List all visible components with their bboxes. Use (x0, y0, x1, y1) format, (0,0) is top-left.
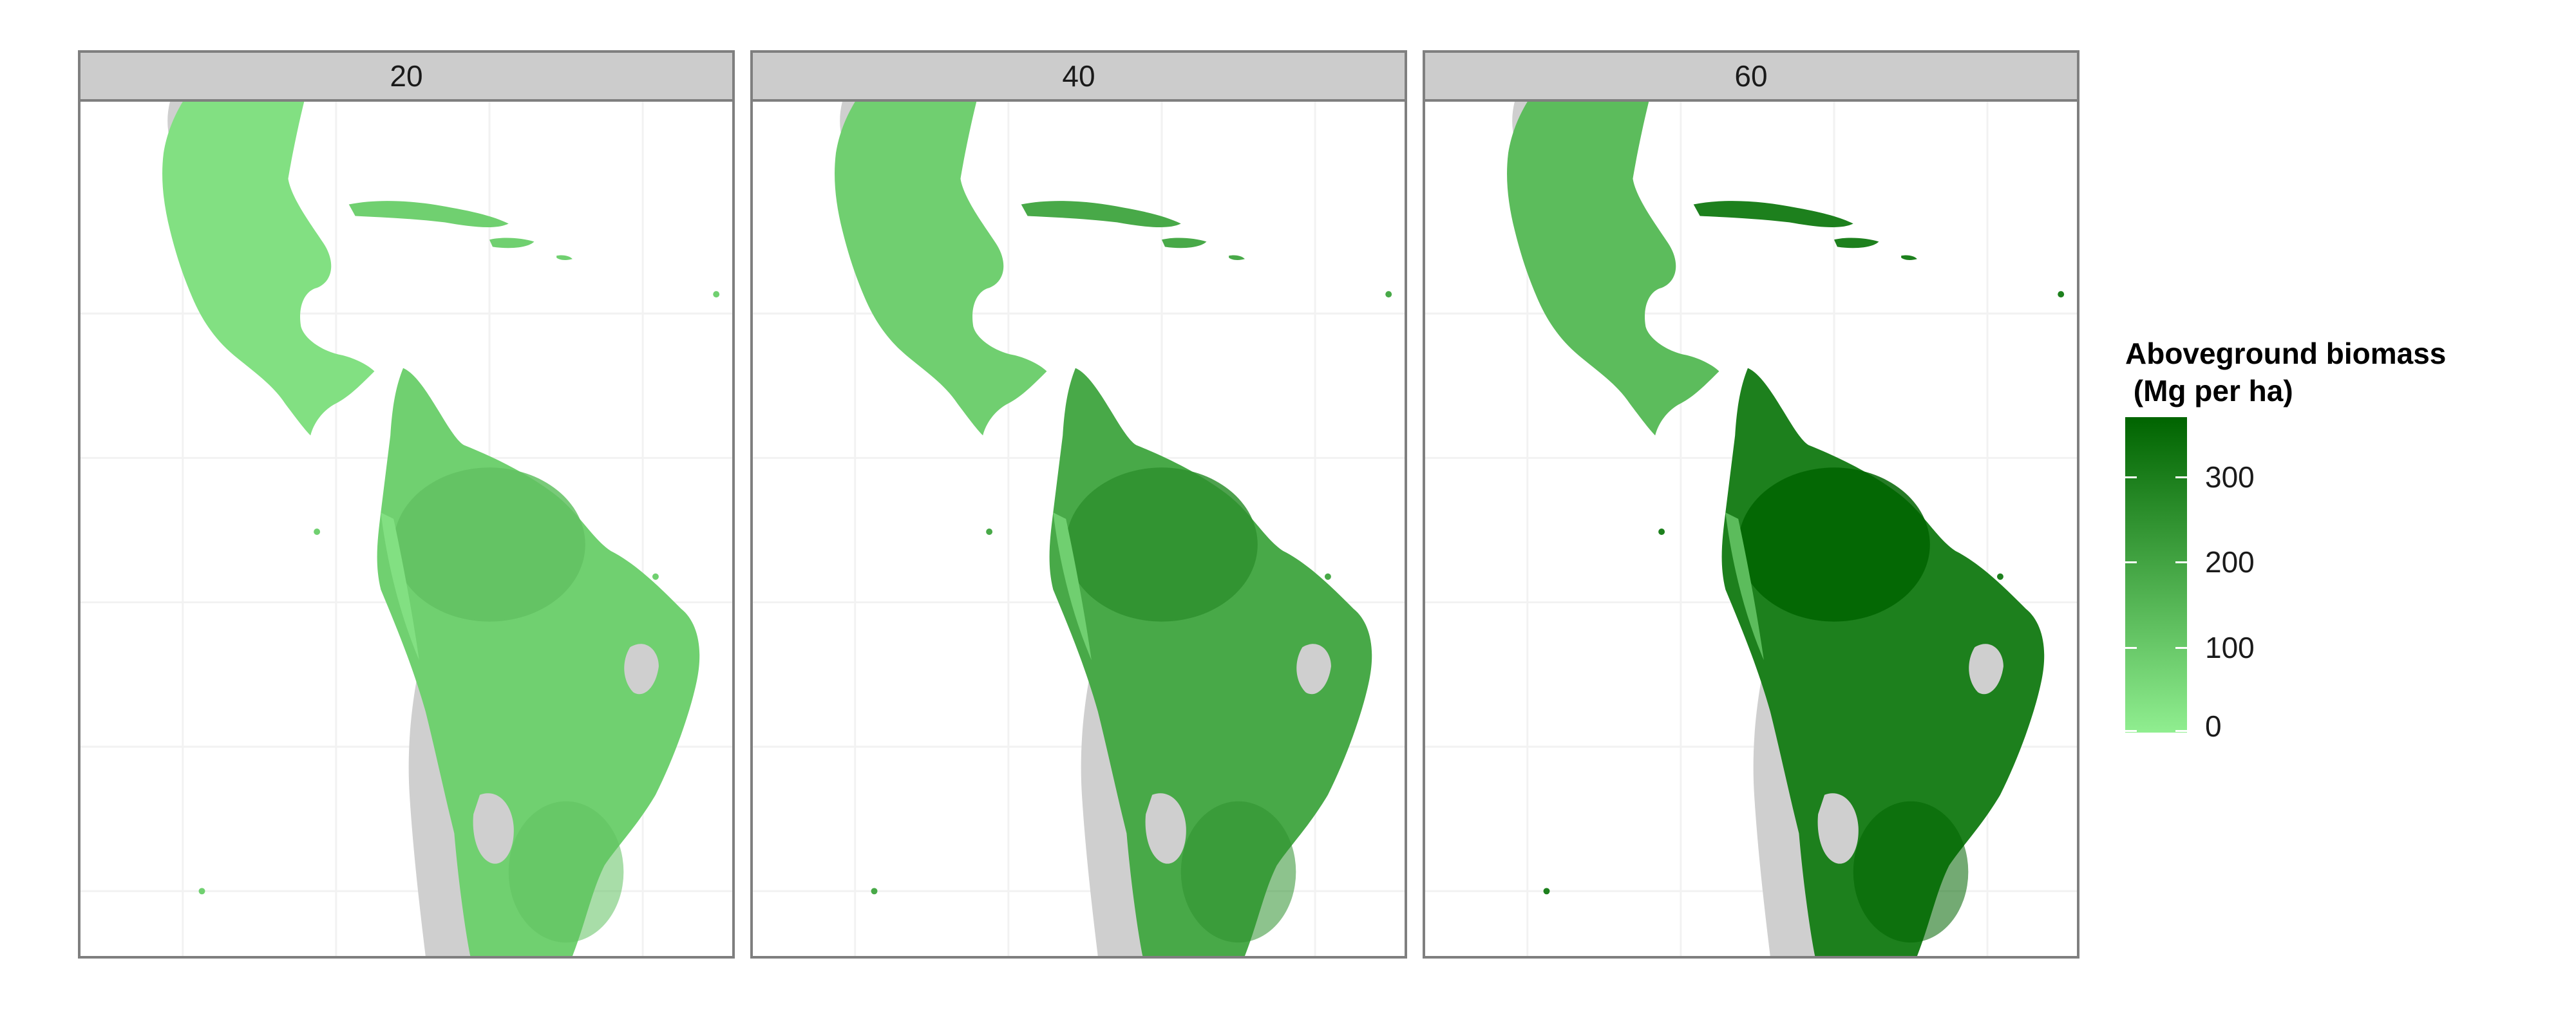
facet-strip-label: 60 (1423, 50, 2079, 102)
no-data-land (1753, 659, 1815, 956)
small-island (2058, 291, 2065, 298)
map-area (78, 102, 735, 959)
central-america-region (162, 102, 375, 436)
small-island (1385, 291, 1392, 298)
caribbean-island (1161, 238, 1207, 248)
map-svg (753, 102, 1405, 956)
small-island (1996, 573, 2003, 580)
facet-strip-label: 40 (750, 50, 1407, 102)
small-island (652, 573, 659, 580)
no-data-land (473, 793, 514, 864)
legend-body: 0 100 200 300 (2125, 417, 2446, 741)
no-data-land (1296, 644, 1331, 695)
facet-panel-60: 60 (1423, 50, 2079, 959)
amazon-core-region (1738, 467, 1930, 622)
colorbar-legend: Aboveground biomass (Mg per ha) 0 100 200 3… (2125, 335, 2447, 741)
legend-tick-mark (2125, 476, 2137, 478)
pacific-coast-strip (1053, 512, 1092, 660)
pacific-coast-strip (1725, 512, 1764, 660)
facet-panel-20: 20 (78, 50, 735, 959)
map-area (750, 102, 1407, 959)
legend-tick-mark (2175, 561, 2187, 564)
legend-tick-mark (2175, 730, 2187, 732)
small-island (713, 291, 720, 298)
amazon-core-region (1066, 467, 1258, 622)
no-data-land (1817, 793, 1859, 864)
map-svg (1425, 102, 2077, 956)
legend-tick-label: 0 (2205, 709, 2222, 743)
pacific-coast-strip (381, 512, 419, 660)
legend-tick-mark (2125, 561, 2137, 564)
legend-tick-mark (2125, 730, 2137, 732)
map-area (1423, 102, 2079, 959)
legend-tick-label: 100 (2205, 630, 2255, 664)
legend-tick-label: 300 (2205, 460, 2255, 494)
legend-tick-label: 200 (2205, 545, 2255, 579)
no-data-land (1969, 644, 2003, 695)
no-data-land (624, 644, 659, 695)
caribbean-island (489, 238, 535, 248)
no-data-land (1145, 793, 1186, 864)
caribbean-island (556, 255, 573, 261)
atlantic-forest-region (1180, 801, 1296, 943)
legend-tick-mark (2125, 646, 2137, 649)
facet-strip-label: 20 (78, 50, 735, 102)
caribbean-island (1021, 201, 1181, 228)
legend-colorbar (2125, 417, 2187, 733)
caribbean-island (1901, 255, 1917, 261)
no-data-land (408, 659, 471, 956)
atlantic-forest-region (508, 801, 624, 943)
caribbean-island (1693, 201, 1853, 228)
caribbean-island (348, 201, 509, 228)
small-island (198, 888, 205, 895)
atlantic-forest-region (1853, 801, 1969, 943)
small-island (871, 888, 878, 895)
amazon-core-region (393, 467, 585, 622)
small-island (314, 529, 321, 535)
legend-tick-mark (2175, 646, 2187, 649)
small-island (1543, 888, 1550, 895)
facet-panel-40: 40 (750, 50, 1407, 959)
map-svg (80, 102, 732, 956)
small-island (986, 529, 993, 535)
small-island (1324, 573, 1331, 580)
caribbean-island (1229, 255, 1245, 261)
legend-tick-mark (2175, 476, 2187, 478)
no-data-land (1081, 659, 1143, 956)
small-island (1658, 529, 1665, 535)
legend-title: Aboveground biomass (Mg per ha) (2125, 337, 2447, 407)
central-america-region (1507, 102, 1719, 436)
caribbean-island (1833, 238, 1879, 248)
central-america-region (835, 102, 1047, 436)
